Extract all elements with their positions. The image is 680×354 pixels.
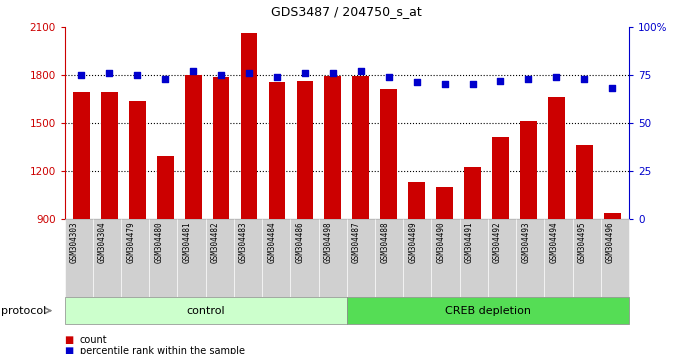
Bar <box>548 97 564 219</box>
Bar <box>73 92 90 219</box>
Text: GSM304303: GSM304303 <box>70 222 79 263</box>
Point <box>132 72 143 78</box>
Text: GSM304493: GSM304493 <box>522 222 530 263</box>
Text: CREB depletion: CREB depletion <box>445 306 531 316</box>
Point <box>467 81 478 87</box>
Text: GSM304498: GSM304498 <box>324 222 333 263</box>
Text: GSM304496: GSM304496 <box>606 222 615 263</box>
Bar <box>436 187 453 219</box>
Text: GSM304492: GSM304492 <box>493 222 502 263</box>
Text: GSM304483: GSM304483 <box>239 222 248 263</box>
Point <box>188 68 199 74</box>
Text: protocol: protocol <box>1 306 47 316</box>
Point <box>76 72 87 78</box>
Bar <box>213 77 229 219</box>
Text: GSM304482: GSM304482 <box>211 222 220 263</box>
Text: GSM304489: GSM304489 <box>409 222 418 263</box>
Bar <box>185 75 201 219</box>
Point <box>271 74 282 80</box>
Text: GSM304488: GSM304488 <box>380 222 389 263</box>
Bar <box>520 121 537 219</box>
Point <box>607 85 617 91</box>
Text: GSM304484: GSM304484 <box>267 222 276 263</box>
Bar <box>101 92 118 219</box>
Point <box>411 80 422 85</box>
Bar <box>464 167 481 219</box>
Text: ■: ■ <box>65 346 74 354</box>
Bar <box>241 33 258 219</box>
Text: GSM304480: GSM304480 <box>154 222 163 263</box>
Text: control: control <box>186 306 225 316</box>
Bar <box>408 182 425 219</box>
Point <box>356 68 367 74</box>
Text: GSM304494: GSM304494 <box>549 222 558 263</box>
Bar <box>380 89 397 219</box>
Text: count: count <box>80 336 107 346</box>
Point <box>299 70 310 76</box>
Text: percentile rank within the sample: percentile rank within the sample <box>80 346 245 354</box>
Bar <box>157 156 173 219</box>
Point <box>104 70 115 76</box>
Point <box>327 70 338 76</box>
Text: ■: ■ <box>65 336 74 346</box>
Point <box>384 74 394 80</box>
Bar <box>269 82 286 219</box>
Text: GSM304304: GSM304304 <box>98 222 107 263</box>
Bar <box>352 76 369 219</box>
Bar <box>492 137 509 219</box>
Point <box>523 76 534 81</box>
Bar <box>604 213 621 219</box>
Text: GSM304487: GSM304487 <box>352 222 361 263</box>
Text: GSM304486: GSM304486 <box>296 222 305 263</box>
Bar <box>296 81 313 219</box>
Point <box>160 76 171 81</box>
Text: GSM304490: GSM304490 <box>437 222 445 263</box>
Text: GSM304491: GSM304491 <box>465 222 474 263</box>
Text: GSM304479: GSM304479 <box>126 222 135 263</box>
Point <box>551 74 562 80</box>
Point <box>243 70 254 76</box>
Text: GSM304495: GSM304495 <box>578 222 587 263</box>
Bar <box>129 101 146 219</box>
Text: GDS3487 / 204750_s_at: GDS3487 / 204750_s_at <box>271 5 422 18</box>
Point <box>216 72 226 78</box>
Point <box>579 76 590 81</box>
Bar <box>576 145 593 219</box>
Point <box>439 81 450 87</box>
Text: GSM304481: GSM304481 <box>183 222 192 263</box>
Point <box>495 78 506 84</box>
Bar <box>324 76 341 219</box>
